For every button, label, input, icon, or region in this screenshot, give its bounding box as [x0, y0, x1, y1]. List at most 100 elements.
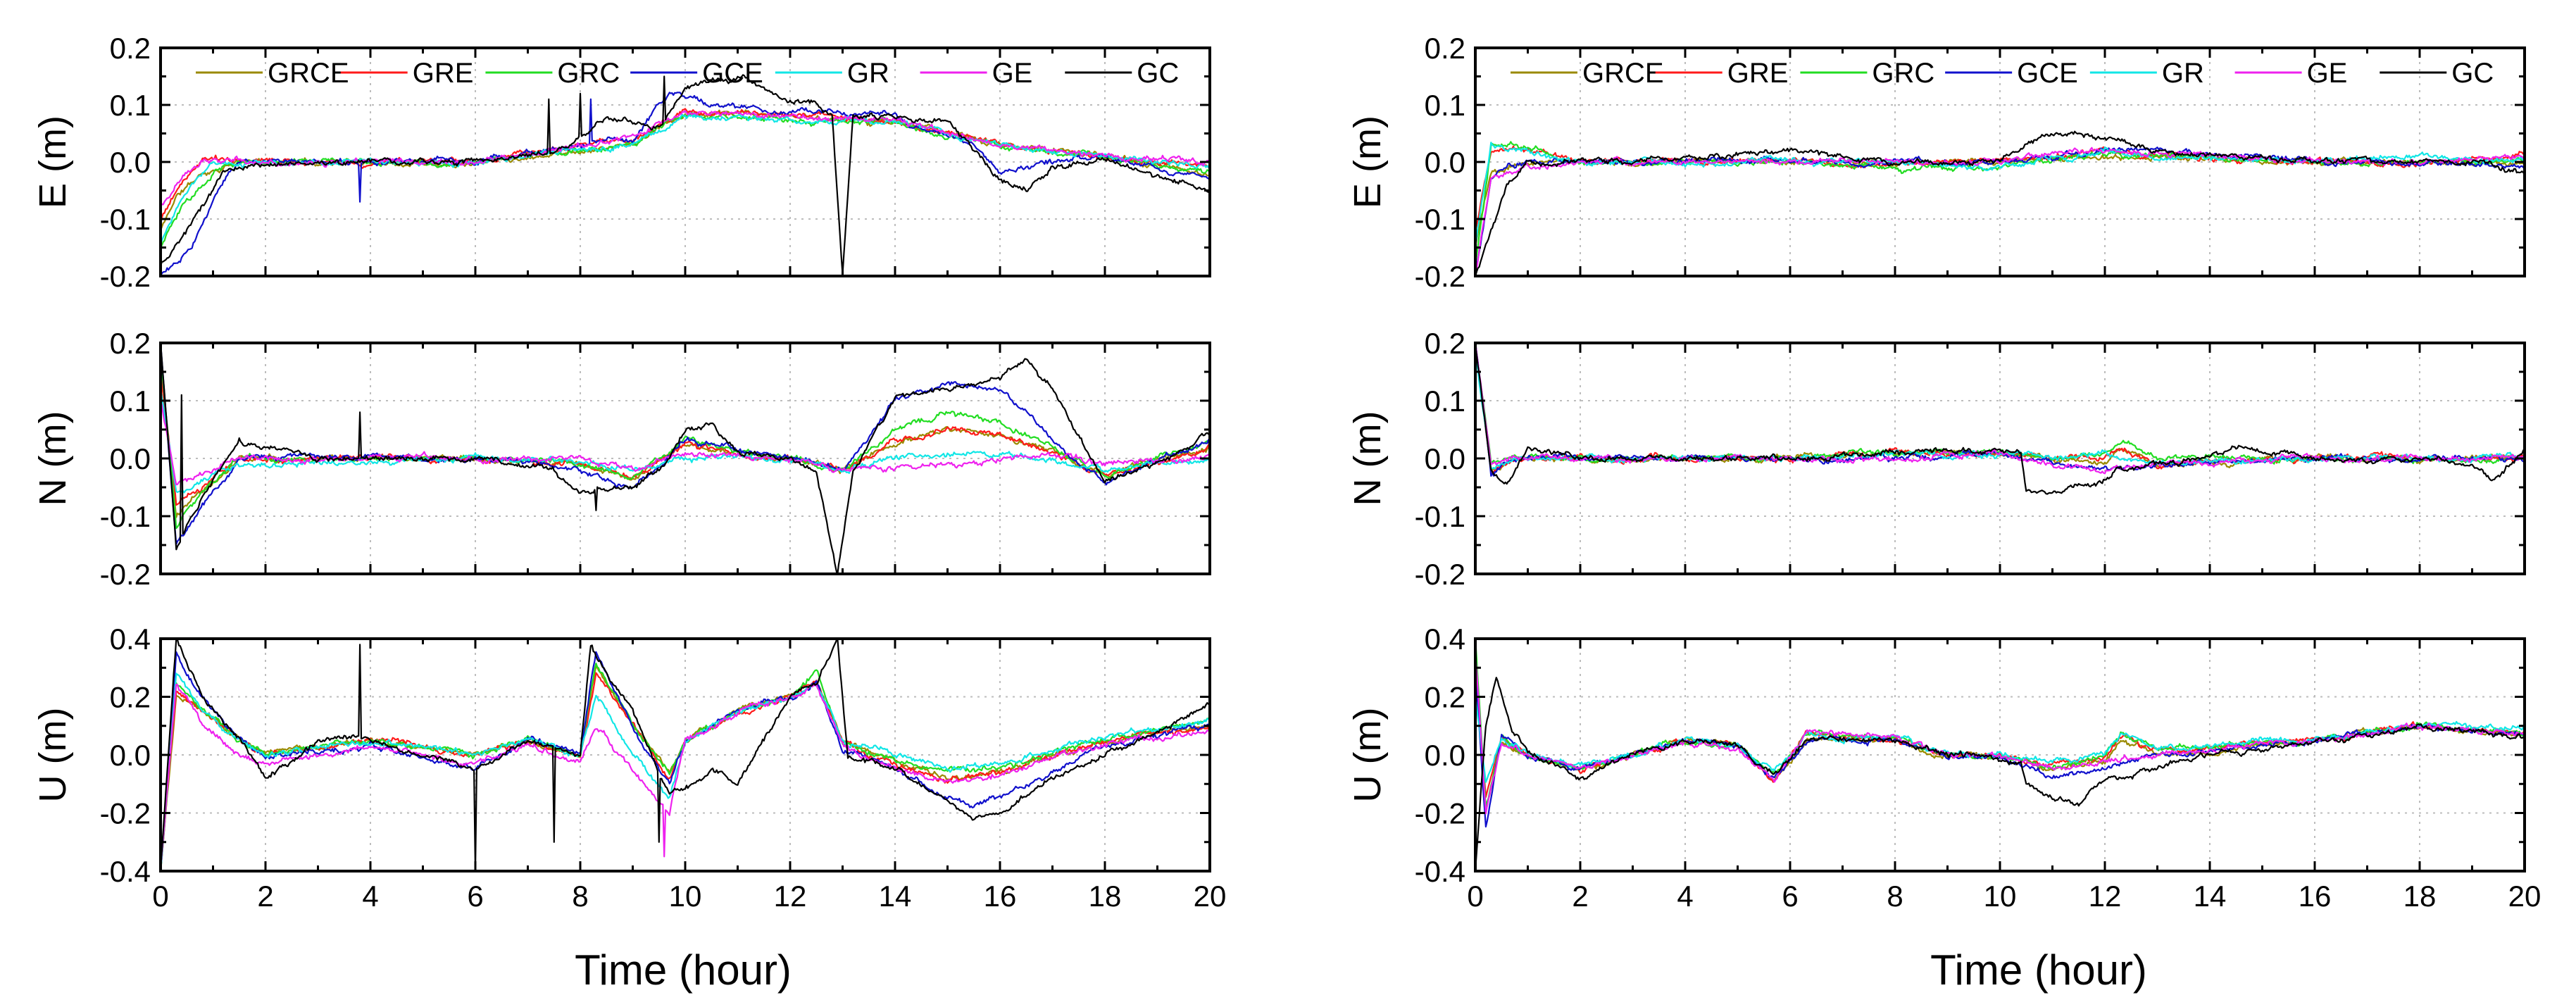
x-tick-label: 20: [1194, 880, 1227, 913]
y-tick-label: 0.2: [110, 32, 151, 65]
y-tick-label: -0.1: [1415, 203, 1465, 236]
legend-label-GRE: GRE: [1727, 58, 1789, 89]
x-tick-label: 6: [467, 880, 483, 913]
x-tick-label: 14: [2194, 880, 2227, 913]
x-tick-label: 14: [879, 880, 912, 913]
ticks-right-E: [1474, 46, 2526, 277]
panel-left-N: 0.2 0.1 0.0 -0.1 -0.2 N (m): [32, 327, 1211, 591]
x-tick-label: 2: [257, 880, 273, 913]
ticks-right-N: [1474, 342, 2526, 575]
series-right-E: [1475, 130, 2525, 276]
line-GR: [161, 389, 1210, 494]
line-GRC: [1475, 343, 2525, 465]
y-tick-label: -0.1: [100, 500, 151, 533]
ticks-right-U: [1474, 637, 2526, 872]
line-GC: [1475, 344, 2525, 495]
y-tick-label: -0.2: [100, 260, 151, 293]
x-tick-label: 10: [669, 880, 702, 913]
legend-label-GC: GC: [1137, 58, 1179, 89]
series-left-N: [161, 343, 1210, 574]
y-tick-label: -0.1: [1415, 500, 1465, 533]
x-tick-label: 4: [1677, 880, 1693, 913]
y-tick-label: 0.2: [110, 681, 151, 714]
x-tick-label: 20: [2508, 880, 2541, 913]
y-tick-label: 0.0: [110, 146, 151, 179]
panel-left-U: 0.4 0.2 0.0 -0.2 -0.40 2 4 6 8 10 12 14 16 18 20 U (m): [32, 623, 1226, 913]
y-tick-label: -0.4: [1415, 855, 1465, 888]
y-tick-label: -0.2: [1415, 797, 1465, 830]
line-GE: [1475, 343, 2525, 475]
y-tick-label: -0.4: [100, 855, 151, 888]
panel-right-U: 0.4 0.2 0.0 -0.2 -0.40 2 4 6 8 10 12 14 16 18 20 U (m): [1346, 623, 2541, 913]
line-GCE: [1475, 668, 2525, 828]
y-tick-label: -0.2: [1415, 260, 1465, 293]
line-GC: [161, 639, 1210, 871]
y-tick-label: 0.1: [110, 89, 151, 122]
x-tick-label: 8: [572, 880, 588, 913]
line-GC: [161, 74, 1210, 275]
y-tick-label: 0.2: [1425, 327, 1465, 360]
x-axis-title-right: Time (hour): [1930, 946, 2147, 994]
series-right-U: [1475, 639, 2525, 871]
ticks-left-E: [159, 46, 1211, 277]
y-tick-label: -0.1: [100, 203, 151, 236]
y-tick-label: 0.1: [1425, 89, 1465, 122]
legend-label-GRC: GRC: [1872, 58, 1934, 89]
grid-left-E: [161, 48, 1210, 276]
x-tick-label: 0: [152, 880, 168, 913]
legend-left-E: GRCE GRE GRC GCE GR GE GC: [196, 58, 1179, 89]
y-tick-label: 0.2: [1425, 32, 1465, 65]
line-GCE: [161, 651, 1210, 871]
grid-right-U: [1475, 639, 2525, 871]
y-tick-label: 0.1: [1425, 384, 1465, 418]
ticks-left-U: [159, 637, 1211, 872]
line-GC: [1475, 130, 2525, 276]
y-tick-label: -0.2: [100, 558, 151, 591]
y-axis-label: N (m): [1346, 411, 1389, 506]
y-axis-label: E (m): [32, 115, 74, 208]
legend-label-GRE: GRE: [413, 58, 474, 89]
series-right-N: [1475, 343, 2525, 495]
x-tick-label: 16: [984, 880, 1017, 913]
legend-label-GE: GE: [992, 58, 1033, 89]
legend-label-GCE: GCE: [2017, 58, 2078, 89]
legend-label-GRC: GRC: [557, 58, 620, 89]
panel-right-N: 0.2 0.1 0.0 -0.1 -0.2 N (m): [1346, 327, 2526, 591]
x-tick-label: 6: [1782, 880, 1798, 913]
panel-right-E: 0.20.10.0-0.1-0.2E (m)GRCE GRE GRC GCE GR GE G…: [1346, 32, 2526, 293]
legend-right-E: GRCE GRE GRC GCE GR GE GC: [1511, 58, 2494, 89]
legend-label-GC: GC: [2451, 58, 2494, 89]
x-tick-label: 0: [1467, 880, 1483, 913]
y-tick-label: 0.2: [1425, 681, 1465, 714]
y-tick-label: 0.0: [1425, 146, 1465, 179]
line-GC: [161, 343, 1210, 574]
line-GE: [1475, 146, 2525, 276]
y-axis-label: U (m): [1346, 708, 1389, 803]
panels: 0.20.10.0-0.1-0.2E (m)GRCE GRE GRC GCE GR GE G…: [32, 32, 2541, 913]
x-tick-label: 10: [1984, 880, 2017, 913]
y-tick-label: -0.2: [1415, 558, 1465, 591]
y-axis-label: U (m): [32, 708, 74, 803]
line-GE: [161, 400, 1210, 486]
x-tick-label: 16: [2299, 880, 2332, 913]
x-tick-label: 4: [362, 880, 378, 913]
y-tick-label: 0.0: [110, 442, 151, 475]
ticks-left-N: [159, 342, 1211, 575]
y-tick-label: 0.0: [1425, 442, 1465, 475]
legend-label-GRCE: GRCE: [268, 58, 349, 89]
line-GE: [1475, 651, 2525, 815]
legend-label-GR: GR: [847, 58, 889, 89]
x-tick-label: 2: [1572, 880, 1588, 913]
legend-label-GCE: GCE: [702, 58, 763, 89]
legend-label-GR: GR: [2162, 58, 2204, 89]
x-tick-label: 8: [1887, 880, 1903, 913]
y-tick-label: 0.1: [110, 384, 151, 418]
legend-label-GRCE: GRCE: [1582, 58, 1664, 89]
y-tick-label: 0.0: [110, 739, 151, 772]
series-left-E: [161, 74, 1210, 276]
line-GC: [1475, 677, 2525, 871]
x-tick-label: 12: [2089, 880, 2122, 913]
line-GRCE: [161, 665, 1210, 871]
panel-left-E: 0.20.10.0-0.1-0.2E (m)GRCE GRE GRC GCE GR GE G…: [32, 32, 1211, 293]
